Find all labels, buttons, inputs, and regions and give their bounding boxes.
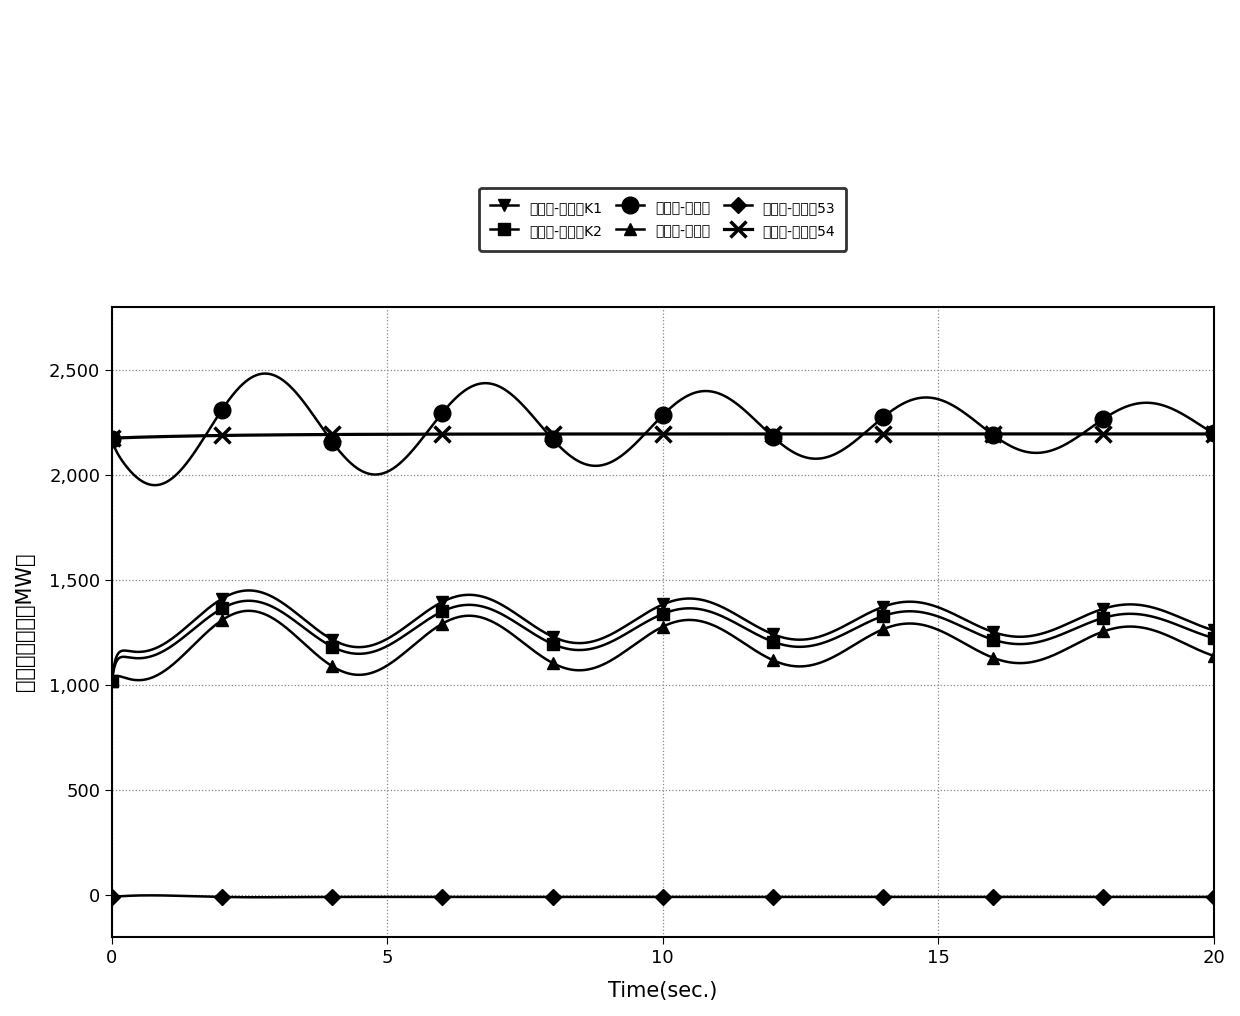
X-axis label: Time(sec.): Time(sec.) <box>608 981 718 1001</box>
Y-axis label: 线路有功功率（MW）: 线路有功功率（MW） <box>15 553 35 691</box>
Legend: 豫嘉和-豫嘉广K1, 豫嘉和-豫嘉广K2, 豫武周-豫涂会, 豫武周-豫香山, 豫祥符-豫花都53, 豫祥符-豫花都54: 豫嘉和-豫嘉广K1, 豫嘉和-豫嘉广K2, 豫武周-豫涂会, 豫武周-豫香山, … <box>479 188 847 251</box>
